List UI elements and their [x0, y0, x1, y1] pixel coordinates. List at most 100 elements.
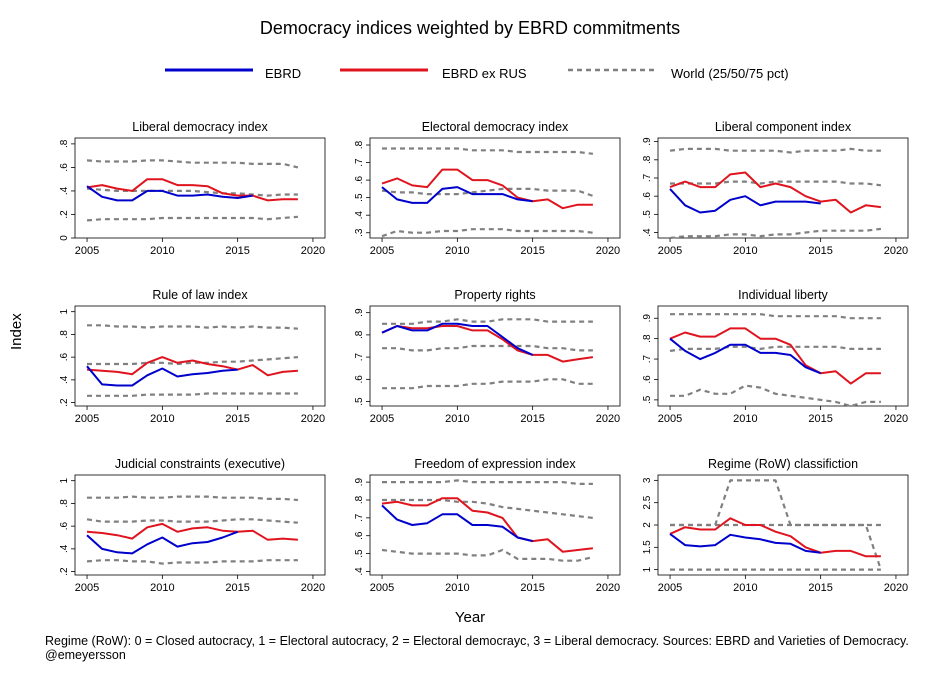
y-tick-label: 1 — [59, 308, 70, 314]
y-tick-label: .8 — [59, 139, 70, 148]
series-world-75-pct — [87, 497, 298, 500]
panel-property-rights: Property rights .5 .6 .7 .8 .9 2005 2010 2015 202… — [354, 288, 620, 425]
series-world-25-pct — [670, 386, 881, 406]
y-tick-label: .6 — [59, 522, 70, 531]
y-tick-label: .9 — [642, 314, 653, 323]
x-tick-label: 2015 — [808, 582, 832, 594]
x-axis-title: Year — [0, 609, 940, 626]
x-tick-label: 2020 — [596, 582, 620, 594]
y-tick-label: .8 — [59, 499, 70, 508]
series-world-25-pct — [87, 394, 298, 396]
y-tick-label: .7 — [642, 354, 653, 363]
y-tick-label: 1 — [642, 566, 653, 572]
panel-title: Rule of law index — [152, 288, 248, 302]
series-world-25-pct — [87, 560, 298, 563]
y-tick-label: .8 — [59, 330, 70, 339]
series-ebrd — [670, 534, 821, 553]
y-tick-label: .6 — [59, 163, 70, 172]
series-world-75-pct — [87, 325, 298, 328]
x-tick-label: 2015 — [520, 413, 544, 425]
series-ebrd — [382, 505, 533, 541]
series-world-75-pct — [670, 314, 881, 318]
y-tick-label: .8 — [642, 334, 653, 343]
series-world-75-pct — [670, 480, 881, 525]
series-ebrd-ex-rus — [87, 179, 298, 200]
x-tick-label: 2020 — [884, 245, 908, 257]
series-world-25-pct — [670, 229, 881, 238]
y-tick-label: .4 — [59, 544, 70, 553]
panel-judicial-constraints-executive: Judicial constraints (executive) .2 .4 .6 .8… — [59, 457, 325, 594]
y-tick-label: 1 — [59, 477, 70, 483]
panel-rule-of-law-index: Rule of law index.2.4.6.812005 2010 2015 20… — [59, 288, 325, 425]
x-tick-label: 2020 — [301, 413, 325, 425]
panel-title: Liberal component index — [715, 120, 852, 134]
y-axis-title: Index — [8, 313, 25, 350]
y-tick-label: .5 — [642, 210, 653, 219]
series-ebrd-ex-rus — [87, 524, 298, 540]
y-tick-label: 2.5 — [642, 495, 653, 509]
x-tick-label: 2020 — [884, 582, 908, 594]
y-tick-label: .9 — [642, 137, 653, 146]
y-tick-label: .9 — [354, 308, 365, 317]
x-tick-label: 2005 — [370, 413, 394, 425]
x-tick-label: 2005 — [370, 582, 394, 594]
y-tick-label: .6 — [642, 192, 653, 201]
x-tick-label: 2010 — [150, 413, 174, 425]
y-tick-label: 1.5 — [642, 540, 653, 554]
y-tick-label: .5 — [354, 549, 365, 558]
panel-title: Electoral democracy index — [422, 120, 569, 134]
series-world-75-pct — [670, 149, 881, 153]
y-tick-label: .7 — [354, 158, 365, 167]
x-tick-label: 2015 — [808, 245, 832, 257]
y-tick-label: .4 — [642, 228, 653, 237]
y-tick-label: .6 — [642, 375, 653, 384]
x-tick-label: 2005 — [658, 582, 682, 594]
panel-liberal-component-index: Liberal component index .4 .5 .6 .7 .8 .9 2005 2… — [642, 120, 908, 257]
x-tick-label: 2015 — [520, 582, 544, 594]
plot-frame — [75, 306, 325, 406]
x-tick-label: 2005 — [75, 245, 99, 257]
y-tick-label: .5 — [354, 397, 365, 406]
y-tick-label: .4 — [59, 186, 70, 195]
y-tick-label: 0 — [59, 235, 70, 241]
panel-freedom-of-expression-index: Freedom of expression index .4 .5 .6 .7 .8 .9 2… — [354, 457, 620, 594]
series-world-25-pct — [382, 379, 593, 388]
series-ebrd-ex-rus — [87, 357, 298, 375]
panel-electoral-democracy-index: Electoral democracy index .3 .4 .5 .6 .7 .8 200… — [354, 120, 620, 257]
panel-liberal-democracy-index: Liberal democracy index 0 .2 .4 .6 .8 2005 2010… — [59, 120, 325, 257]
x-tick-label: 2020 — [596, 413, 620, 425]
x-tick-label: 2020 — [884, 413, 908, 425]
panel-individual-liberty: Individual liberty.5.6.7.8.92005 2010 2015… — [642, 288, 908, 425]
panel-title: Regime (RoW) classifiction — [708, 457, 858, 471]
series-ebrd-ex-rus — [670, 328, 881, 383]
series-world-50-pct — [87, 519, 298, 522]
series-ebrd — [87, 366, 238, 385]
x-tick-label: 2015 — [225, 413, 249, 425]
series-world-75-pct — [87, 160, 298, 167]
panel-title: Freedom of expression index — [414, 457, 576, 471]
y-tick-label: .2 — [59, 210, 70, 219]
y-tick-label: .8 — [642, 155, 653, 164]
x-tick-label: 2010 — [445, 413, 469, 425]
y-tick-label: .4 — [354, 211, 365, 220]
y-tick-label: .8 — [354, 495, 365, 504]
x-tick-label: 2005 — [658, 413, 682, 425]
x-tick-label: 2020 — [301, 582, 325, 594]
series-world-25-pct — [87, 217, 298, 221]
x-tick-label: 2010 — [445, 582, 469, 594]
series-ebrd-ex-rus — [670, 173, 881, 213]
series-world-50-pct — [382, 346, 593, 350]
y-tick-label: .5 — [354, 193, 365, 202]
series-world-50-pct — [382, 500, 593, 518]
x-tick-label: 2015 — [225, 245, 249, 257]
footnote: Regime (RoW): 0 = Closed autocracy, 1 = … — [45, 634, 935, 662]
x-tick-label: 2005 — [370, 245, 394, 257]
x-tick-label: 2020 — [596, 245, 620, 257]
y-tick-label: .4 — [354, 567, 365, 576]
panel-title: Individual liberty — [738, 288, 828, 302]
panel-title: Property rights — [454, 288, 535, 302]
series-world-75-pct — [382, 480, 593, 484]
x-tick-label: 2015 — [225, 582, 249, 594]
x-tick-label: 2010 — [150, 245, 174, 257]
